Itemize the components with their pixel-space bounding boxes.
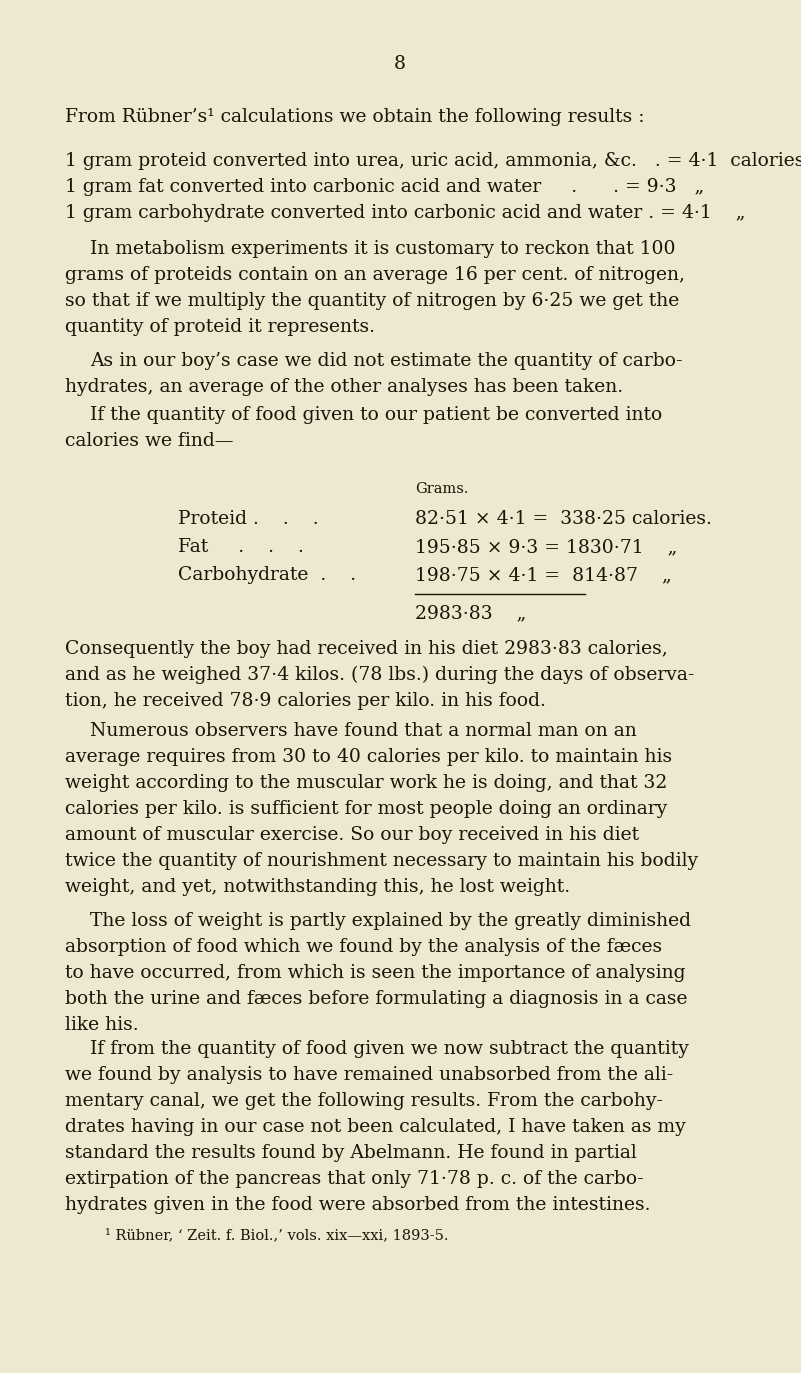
Text: 2983·83    „: 2983·83 „ [415,604,526,622]
Text: extirpation of the pancreas that only 71·78 p. c. of the carbo-: extirpation of the pancreas that only 71… [65,1170,644,1188]
Text: The loss of weight is partly explained by the greatly diminished: The loss of weight is partly explained b… [90,912,691,930]
Text: Fat     .    .    .: Fat . . . [178,538,304,556]
Text: average requires from 30 to 40 calories per kilo. to maintain his: average requires from 30 to 40 calories … [65,748,672,766]
Text: absorption of food which we found by the analysis of the fæces: absorption of food which we found by the… [65,938,662,956]
Text: like his.: like his. [65,1016,139,1034]
Text: 82·51 × 4·1 =  338·25 calories.: 82·51 × 4·1 = 338·25 calories. [415,509,712,529]
Text: and as he weighed 37·4 kilos. (78 lbs.) during the days of observa-: and as he weighed 37·4 kilos. (78 lbs.) … [65,666,694,684]
Text: hydrates, an average of the other analyses has been taken.: hydrates, an average of the other analys… [65,378,623,395]
Text: weight according to the muscular work he is doing, and that 32: weight according to the muscular work he… [65,774,667,792]
Text: to have occurred, from which is seen the importance of analysing: to have occurred, from which is seen the… [65,964,686,982]
Text: Numerous observers have found that a normal man on an: Numerous observers have found that a nor… [90,722,637,740]
Text: calories we find—: calories we find— [65,432,234,450]
Text: twice the quantity of nourishment necessary to maintain his bodily: twice the quantity of nourishment necess… [65,853,698,870]
Text: we found by analysis to have remained unabsorbed from the ali-: we found by analysis to have remained un… [65,1065,674,1085]
Text: From Rübner’s¹ calculations we obtain the following results :: From Rübner’s¹ calculations we obtain th… [65,108,645,126]
Text: weight, and yet, notwithstanding this, he lost weight.: weight, and yet, notwithstanding this, h… [65,877,570,897]
Text: mentary canal, we get the following results. From the carbohy-: mentary canal, we get the following resu… [65,1092,663,1109]
Text: grams of proteids contain on an average 16 per cent. of nitrogen,: grams of proteids contain on an average … [65,266,685,284]
Text: 195·85 × 9·3 = 1830·71    „: 195·85 × 9·3 = 1830·71 „ [415,538,678,556]
Text: 1 gram carbohydrate converted into carbonic acid and water . = 4·1    „: 1 gram carbohydrate converted into carbo… [65,205,746,222]
Text: tion, he received 78·9 calories per kilo. in his food.: tion, he received 78·9 calories per kilo… [65,692,545,710]
Text: ¹ Rübner, ‘ Zeit. f. Biol.,’ vols. xix—xxi, 1893-5.: ¹ Rübner, ‘ Zeit. f. Biol.,’ vols. xix—x… [105,1227,449,1243]
Text: If the quantity of food given to our patient be converted into: If the quantity of food given to our pat… [90,406,662,424]
Text: 8: 8 [394,55,406,73]
Text: 198·75 × 4·1 =  814·87    „: 198·75 × 4·1 = 814·87 „ [415,566,672,584]
Text: both the urine and fæces before formulating a diagnosis in a case: both the urine and fæces before formulat… [65,990,687,1008]
Text: As in our boy’s case we did not estimate the quantity of carbo-: As in our boy’s case we did not estimate… [90,351,682,369]
Text: so that if we multiply the quantity of nitrogen by 6·25 we get the: so that if we multiply the quantity of n… [65,292,679,310]
Text: drates having in our case not been calculated, I have taken as my: drates having in our case not been calcu… [65,1118,686,1135]
Text: Consequently the boy had received in his diet 2983·83 calories,: Consequently the boy had received in his… [65,640,668,658]
Text: 1 gram fat converted into carbonic acid and water     .      . = 9·3   „: 1 gram fat converted into carbonic acid … [65,178,704,196]
Text: In metabolism experiments it is customary to reckon that 100: In metabolism experiments it is customar… [90,240,675,258]
Text: calories per kilo. is sufficient for most people doing an ordinary: calories per kilo. is sufficient for mos… [65,800,667,818]
Text: hydrates given in the food were absorbed from the intestines.: hydrates given in the food were absorbed… [65,1196,650,1214]
Text: quantity of proteid it represents.: quantity of proteid it represents. [65,319,375,336]
Text: standard the results found by Abelmann. He found in partial: standard the results found by Abelmann. … [65,1144,637,1162]
Text: Proteid .    .    .: Proteid . . . [178,509,319,529]
Text: 1 gram proteid converted into urea, uric acid, ammonia, &c.   . = 4·1  calories.: 1 gram proteid converted into urea, uric… [65,152,801,170]
Text: amount of muscular exercise. So our boy received in his diet: amount of muscular exercise. So our boy … [65,827,639,844]
Text: Carbohydrate  .    .: Carbohydrate . . [178,566,356,584]
Text: Grams.: Grams. [415,482,469,496]
Text: If from the quantity of food given we now subtract the quantity: If from the quantity of food given we no… [90,1039,689,1059]
